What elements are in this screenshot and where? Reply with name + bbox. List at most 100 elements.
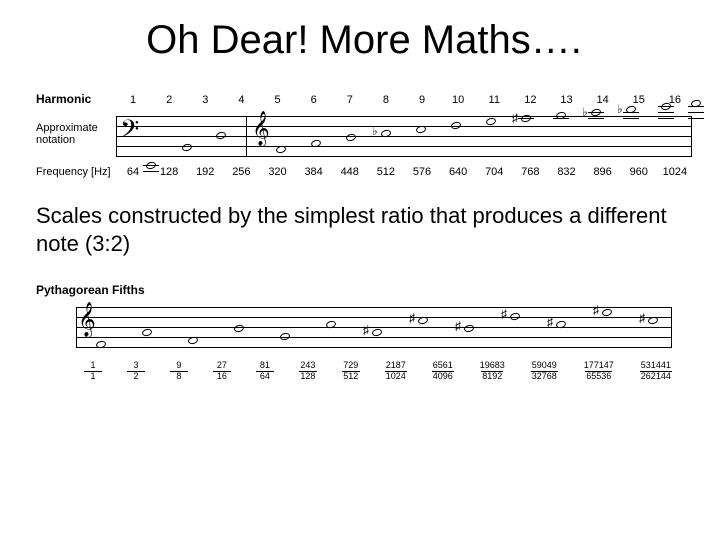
fraction-numerator: 2187 — [385, 361, 407, 371]
ratio-fraction: 196838192 — [479, 361, 506, 382]
fraction-numerator: 9 — [175, 361, 182, 371]
ledger-line — [688, 106, 704, 107]
frequency-value: 768 — [513, 166, 547, 178]
fraction-numerator: 27 — [216, 361, 228, 371]
frequency-value: 576 — [405, 166, 439, 178]
harmonic-number: 11 — [477, 94, 511, 106]
harmonic-staff: 𝄢 𝄞 ♭♯♭♭ — [116, 116, 692, 156]
fraction-numerator: 6561 — [432, 361, 454, 371]
ratio-fraction: 98 — [170, 361, 188, 382]
fraction-denominator: 65536 — [585, 371, 612, 382]
ledger-line — [623, 112, 639, 113]
ratio-fraction: 8164 — [256, 361, 274, 382]
accidental: ♯ — [409, 311, 415, 326]
fraction-denominator: 64 — [256, 371, 274, 382]
fraction-denominator: 1 — [84, 371, 102, 382]
harmonic-number: 5 — [261, 94, 295, 106]
ratio-fraction: 32 — [127, 361, 145, 382]
pythagorean-figure: Pythagorean Fifths 𝄞 ♯♯♯♯♯♯♯ 11329827168… — [36, 283, 692, 382]
fraction-denominator: 2 — [127, 371, 145, 382]
harmonic-number: 15 — [622, 94, 656, 106]
harmonic-numbers: 12345678910111213141516 — [116, 94, 692, 106]
harmonic-number: 6 — [297, 94, 331, 106]
slide: Oh Dear! More Maths…. Harmonic 123456789… — [0, 0, 728, 402]
ratio-fraction: 65614096 — [432, 361, 454, 382]
fraction-denominator: 128 — [299, 371, 317, 382]
frequency-value: 640 — [441, 166, 475, 178]
ledger-line — [588, 118, 604, 119]
fraction-numerator: 3 — [132, 361, 139, 371]
frequency-value: 320 — [261, 166, 295, 178]
staff-lines — [76, 307, 672, 347]
frequency-value: 256 — [224, 166, 258, 178]
accidental: ♭ — [372, 124, 378, 139]
ledger-line — [658, 118, 674, 119]
fraction-denominator: 8 — [170, 371, 188, 382]
ledger-line — [553, 118, 569, 119]
frequency-value: 384 — [297, 166, 331, 178]
ledger-line — [688, 112, 704, 113]
harmonic-number: 7 — [333, 94, 367, 106]
fraction-denominator: 1024 — [385, 371, 407, 382]
harmonic-number: 10 — [441, 94, 475, 106]
ratio-fraction: 531441262144 — [640, 361, 672, 382]
accidental: ♭ — [582, 105, 588, 120]
page-title: Oh Dear! More Maths…. — [36, 18, 692, 63]
fraction-denominator: 8192 — [481, 371, 503, 382]
frequency-value: 512 — [369, 166, 403, 178]
fraction-denominator: 4096 — [432, 371, 454, 382]
harmonic-number: 3 — [188, 94, 222, 106]
fraction-numerator: 531441 — [640, 361, 672, 371]
harmonic-series-figure: Harmonic 12345678910111213141516 Approxi… — [36, 93, 692, 178]
ratio-fraction: 243128 — [299, 361, 317, 382]
accidental: ♯ — [501, 307, 507, 322]
frequency-value: 64 — [116, 166, 150, 178]
harmonic-number: 14 — [586, 94, 620, 106]
treble-clef-icon: 𝄞 — [252, 114, 270, 144]
harmonic-number: 8 — [369, 94, 403, 106]
ledger-line — [658, 106, 674, 107]
harmonic-number: 1 — [116, 94, 150, 106]
frequency-value: 832 — [550, 166, 584, 178]
accidental: ♭ — [617, 102, 623, 117]
fraction-numerator: 243 — [299, 361, 316, 371]
fraction-denominator: 16 — [213, 371, 231, 382]
frequency-value: 960 — [622, 166, 656, 178]
pythagorean-staff-row: 𝄞 ♯♯♯♯♯♯♯ — [36, 301, 692, 357]
ledger-line — [658, 112, 674, 113]
accidental: ♯ — [363, 323, 369, 338]
harmonic-number: 13 — [550, 94, 584, 106]
ledger-line — [588, 112, 604, 113]
harmonic-number-row: Harmonic 12345678910111213141516 — [36, 93, 692, 106]
frequency-value: 896 — [586, 166, 620, 178]
pythagorean-staff: 𝄞 ♯♯♯♯♯♯♯ — [76, 307, 672, 347]
ledger-line — [518, 118, 534, 119]
fraction-numerator: 729 — [342, 361, 359, 371]
harmonic-number: 4 — [224, 94, 258, 106]
frequency-row: Frequency [Hz] 6412819225632038444851257… — [36, 166, 692, 178]
fraction-numerator: 81 — [259, 361, 271, 371]
ratio-fraction: 2716 — [213, 361, 231, 382]
frequency-label: Frequency [Hz] — [36, 166, 116, 178]
accidental: ♯ — [455, 319, 461, 334]
fraction-denominator: 512 — [342, 371, 360, 382]
ratio-fraction: 729512 — [342, 361, 360, 382]
accidental: ♯ — [512, 111, 518, 126]
ratio-fraction: 11 — [84, 361, 102, 382]
harmonic-label: Harmonic — [36, 93, 116, 106]
frequency-value: 448 — [333, 166, 367, 178]
treble-clef-icon: 𝄞 — [78, 305, 96, 335]
frequency-value: 704 — [477, 166, 511, 178]
pythagorean-fractions: 1132982716816424312872951221871024656140… — [84, 361, 672, 382]
pythagorean-label: Pythagorean Fifths — [36, 283, 692, 297]
accidental: ♯ — [639, 311, 645, 326]
ledger-line — [143, 171, 159, 172]
harmonic-staff-row: Approximate notation 𝄢 𝄞 ♭♯♭♭ — [36, 108, 692, 164]
fraction-numerator: 19683 — [479, 361, 506, 371]
ledger-line — [623, 118, 639, 119]
ledger-line — [688, 118, 704, 119]
harmonic-number: 2 — [152, 94, 186, 106]
fraction-numerator: 59049 — [531, 361, 558, 371]
frequency-value: 128 — [152, 166, 186, 178]
accidental: ♯ — [593, 303, 599, 318]
